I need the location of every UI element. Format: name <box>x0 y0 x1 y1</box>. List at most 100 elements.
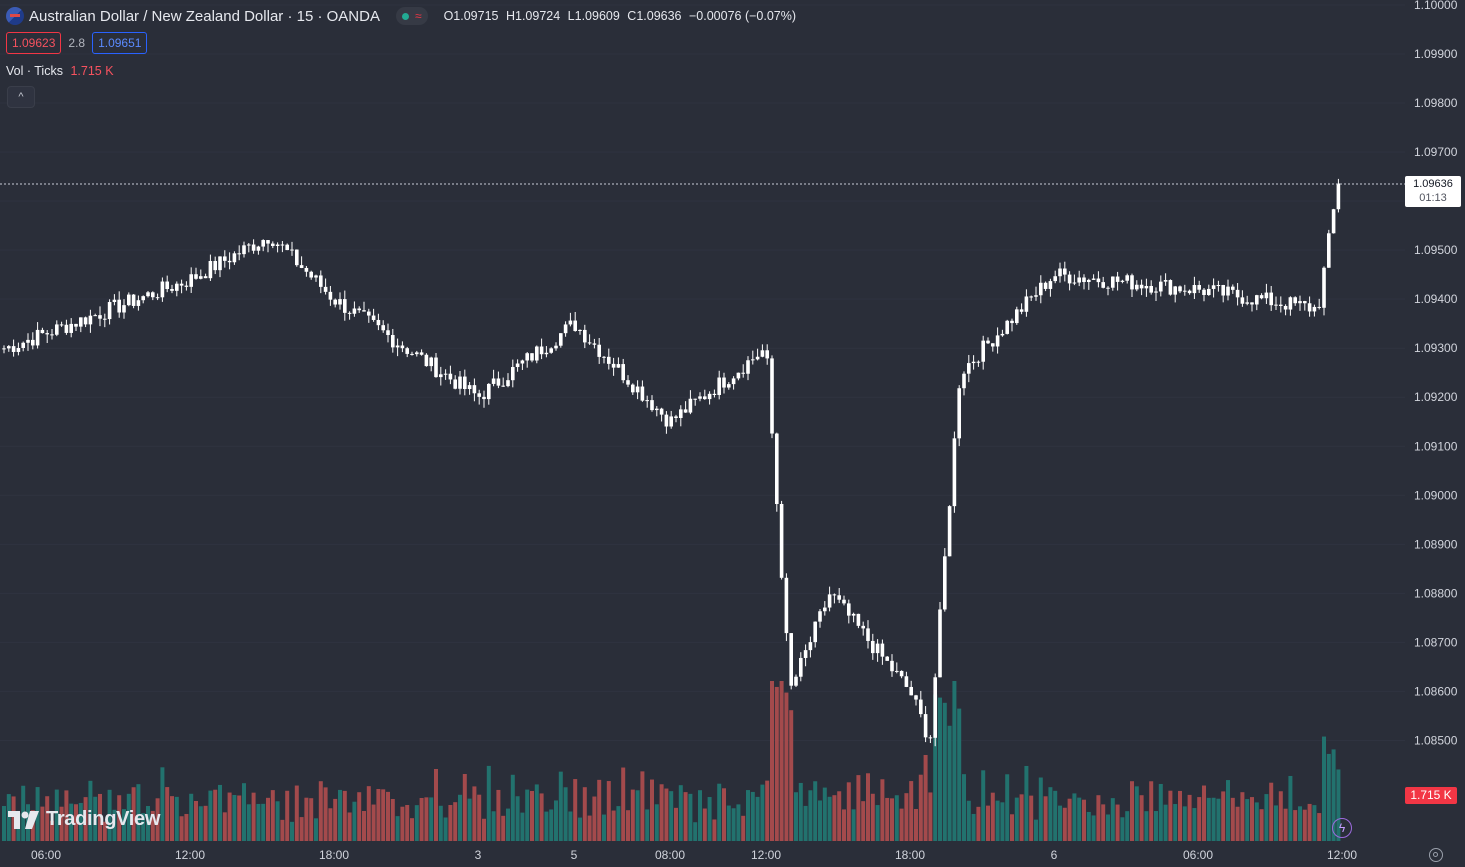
market-status[interactable]: ≈ <box>395 7 428 25</box>
volume-bar <box>261 803 266 841</box>
candle-body <box>736 372 741 379</box>
candle-body <box>1317 306 1321 308</box>
candle-body <box>429 357 433 367</box>
candle-body <box>1312 306 1317 312</box>
volume-bar <box>69 803 74 841</box>
candle-body <box>712 393 717 395</box>
price-tick: 1.09500 <box>1414 243 1458 257</box>
volume-bar <box>606 781 611 841</box>
candle-body <box>611 363 616 368</box>
candle-body <box>175 283 179 291</box>
candle-body <box>1015 309 1019 324</box>
candle-body <box>256 246 261 251</box>
volume-bar <box>1125 811 1130 841</box>
volume-bar <box>1038 777 1043 841</box>
volume-bar <box>933 694 938 841</box>
volume-bar <box>597 779 602 841</box>
price-tick: 1.10000 <box>1414 0 1458 12</box>
candle-body <box>904 676 909 687</box>
candle-body <box>59 324 64 326</box>
time-tick: 06:00 <box>31 848 61 862</box>
candle-body <box>328 291 333 300</box>
tradingview-watermark[interactable]: TradingView <box>8 808 160 831</box>
volume-bar <box>1206 797 1211 841</box>
candle-body <box>727 384 731 388</box>
candle-body <box>242 245 246 255</box>
volume-bar <box>779 681 784 841</box>
volume-bar <box>443 817 448 841</box>
volume-bar <box>150 810 155 841</box>
candle-body <box>832 594 837 596</box>
dot-icon <box>401 12 409 20</box>
candle-body <box>1039 282 1043 296</box>
sell-button[interactable]: 1.09623 <box>6 32 62 54</box>
volume-bar <box>98 793 102 841</box>
volume-bar <box>904 793 909 841</box>
candle-body <box>789 633 793 686</box>
volume-bar <box>947 725 952 841</box>
candle-body <box>1159 281 1163 292</box>
volume-bar <box>1173 804 1178 841</box>
candle-body <box>520 360 525 364</box>
volume-bar <box>1158 783 1163 841</box>
price-tick: 1.08600 <box>1414 684 1458 698</box>
volume-bar <box>688 793 693 841</box>
candle-body <box>621 364 625 381</box>
volume-bar <box>1259 809 1264 841</box>
candle-body <box>1058 268 1062 277</box>
candle-body <box>79 317 83 327</box>
collapse-legend-button[interactable]: ^ <box>7 86 35 108</box>
candle-body <box>707 393 712 400</box>
candle-body <box>107 302 112 320</box>
price-tick: 1.09900 <box>1414 47 1458 61</box>
ohlc-change: −0.00076 (−0.07%) <box>689 9 797 23</box>
symbol-title[interactable]: Australian Dollar / New Zealand Dollar ·… <box>29 7 380 25</box>
volume-bar <box>1091 815 1096 841</box>
candle-body <box>237 253 241 255</box>
candle-body <box>1120 280 1125 282</box>
volume-bar <box>813 781 818 841</box>
volume-bar <box>381 789 386 841</box>
volume-bar <box>981 770 986 841</box>
candle-body <box>1192 285 1197 294</box>
candle-body <box>563 324 568 334</box>
candles <box>2 178 1341 747</box>
candle-body <box>616 364 621 368</box>
bolt-icon[interactable]: ϟ <box>1332 818 1352 838</box>
volume-bar <box>1120 817 1125 841</box>
settings-icon[interactable] <box>1429 848 1443 862</box>
candle-body <box>155 297 160 299</box>
volume-bar <box>208 790 213 841</box>
volume-bar <box>266 797 270 841</box>
volume-bar <box>520 812 525 841</box>
candle-body <box>266 240 270 244</box>
candle-body <box>434 357 438 378</box>
volume-bar <box>352 801 357 841</box>
volume-bar <box>856 775 861 841</box>
volume-bar <box>1130 781 1134 841</box>
volume-bar <box>429 797 434 841</box>
volume-bar <box>232 794 237 841</box>
candle-body <box>179 283 184 286</box>
volume-bar <box>957 708 962 841</box>
flag-icon[interactable] <box>6 7 24 25</box>
candle-body <box>458 376 462 389</box>
volume-bar <box>448 805 453 841</box>
volume-bar <box>6 794 11 841</box>
candle-body <box>1207 288 1211 295</box>
candle-body <box>251 244 256 251</box>
candle-body <box>861 625 865 629</box>
volume-bar <box>558 771 563 841</box>
ohlc-high: H1.09724 <box>505 9 561 23</box>
volume-bar <box>966 800 971 841</box>
candle-body <box>496 378 501 386</box>
buy-button[interactable]: 1.09651 <box>92 32 148 54</box>
volume-legend[interactable]: Vol · Ticks 1.715 K <box>6 64 114 78</box>
candle-body <box>290 249 294 251</box>
volume-bar <box>1322 736 1326 841</box>
candle-body <box>808 642 813 651</box>
candle-body <box>151 292 155 298</box>
candle-body <box>775 433 779 505</box>
candle-body <box>823 607 827 612</box>
